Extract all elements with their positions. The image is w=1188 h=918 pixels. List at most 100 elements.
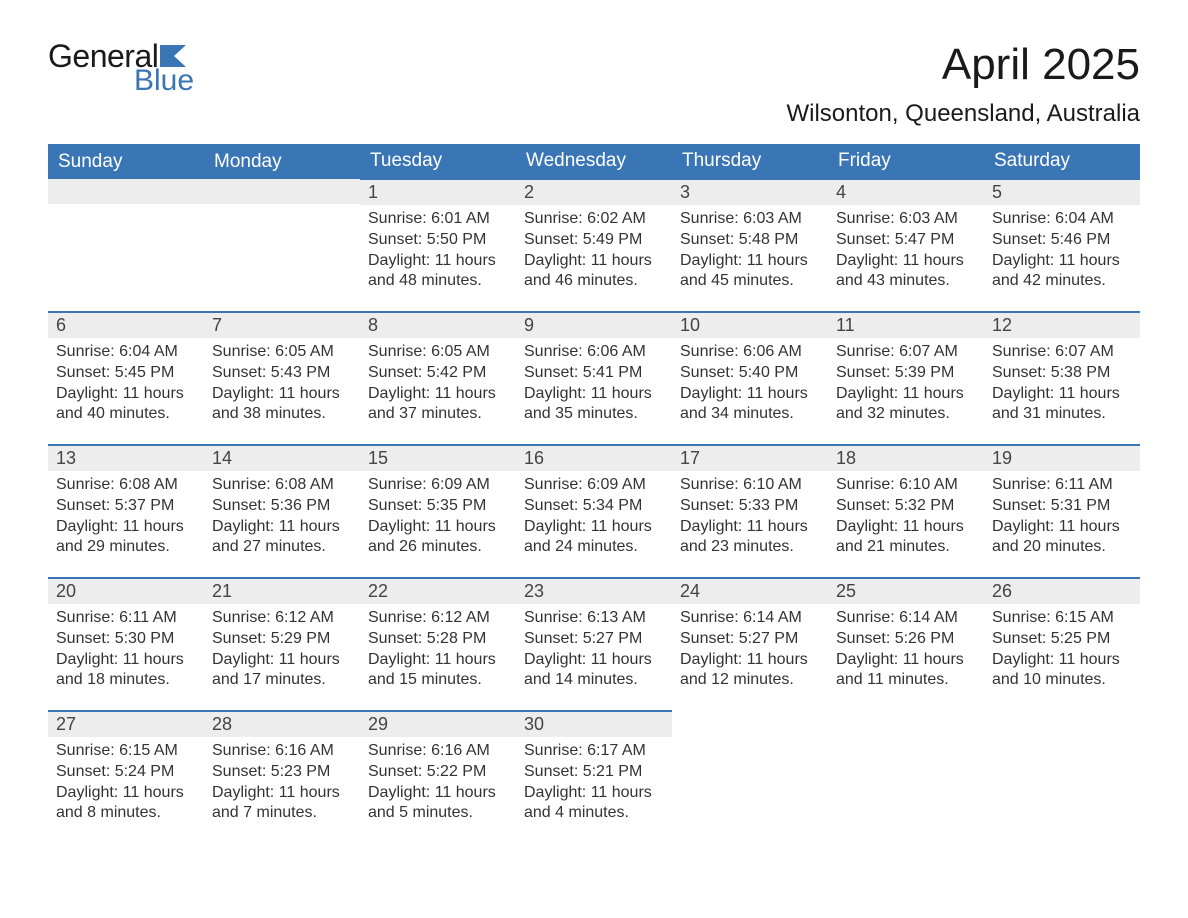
day-number: 9 (516, 313, 672, 338)
weekday-header-row: Sunday Monday Tuesday Wednesday Thursday… (48, 144, 1140, 179)
day-body: Sunrise: 6:14 AMSunset: 5:27 PMDaylight:… (672, 604, 828, 695)
day-daylight1-text: Daylight: 11 hours (524, 384, 664, 405)
day-daylight2-text: and 14 minutes. (524, 670, 664, 691)
day-sunset-text: Sunset: 5:49 PM (524, 230, 664, 251)
day-daylight2-text: and 29 minutes. (56, 537, 196, 558)
calendar-day-cell: 14Sunrise: 6:08 AMSunset: 5:36 PMDayligh… (204, 445, 360, 578)
month-title: April 2025 (786, 40, 1140, 90)
day-daylight2-text: and 43 minutes. (836, 271, 976, 292)
day-number: 30 (516, 712, 672, 737)
day-sunrise-text: Sunrise: 6:08 AM (212, 475, 352, 496)
calendar-day-cell: 29Sunrise: 6:16 AMSunset: 5:22 PMDayligh… (360, 711, 516, 844)
day-daylight1-text: Daylight: 11 hours (368, 783, 508, 804)
day-body: Sunrise: 6:06 AMSunset: 5:41 PMDaylight:… (516, 338, 672, 429)
day-body: Sunrise: 6:16 AMSunset: 5:22 PMDaylight:… (360, 737, 516, 828)
day-sunset-text: Sunset: 5:37 PM (56, 496, 196, 517)
day-sunrise-text: Sunrise: 6:05 AM (212, 342, 352, 363)
day-sunrise-text: Sunrise: 6:14 AM (680, 608, 820, 629)
calendar-day-cell: 26Sunrise: 6:15 AMSunset: 5:25 PMDayligh… (984, 578, 1140, 711)
day-daylight1-text: Daylight: 11 hours (56, 517, 196, 538)
day-daylight1-text: Daylight: 11 hours (680, 650, 820, 671)
day-number: 2 (516, 180, 672, 205)
day-daylight2-text: and 4 minutes. (524, 803, 664, 824)
day-body: Sunrise: 6:04 AMSunset: 5:46 PMDaylight:… (984, 205, 1140, 296)
day-sunrise-text: Sunrise: 6:07 AM (992, 342, 1132, 363)
day-number: 19 (984, 446, 1140, 471)
day-body: Sunrise: 6:08 AMSunset: 5:36 PMDaylight:… (204, 471, 360, 562)
day-daylight2-text: and 48 minutes. (368, 271, 508, 292)
day-sunset-text: Sunset: 5:22 PM (368, 762, 508, 783)
calendar-day-cell: 27Sunrise: 6:15 AMSunset: 5:24 PMDayligh… (48, 711, 204, 844)
calendar-day-cell: 18Sunrise: 6:10 AMSunset: 5:32 PMDayligh… (828, 445, 984, 578)
day-daylight2-text: and 34 minutes. (680, 404, 820, 425)
weekday-header: Friday (828, 144, 984, 179)
day-sunset-text: Sunset: 5:43 PM (212, 363, 352, 384)
day-number: 4 (828, 180, 984, 205)
day-daylight1-text: Daylight: 11 hours (524, 517, 664, 538)
weekday-header: Thursday (672, 144, 828, 179)
day-daylight2-text: and 21 minutes. (836, 537, 976, 558)
day-daylight1-text: Daylight: 11 hours (56, 783, 196, 804)
day-daylight2-text: and 18 minutes. (56, 670, 196, 691)
day-sunset-text: Sunset: 5:31 PM (992, 496, 1132, 517)
day-sunset-text: Sunset: 5:34 PM (524, 496, 664, 517)
day-sunset-text: Sunset: 5:39 PM (836, 363, 976, 384)
day-sunset-text: Sunset: 5:36 PM (212, 496, 352, 517)
day-body: Sunrise: 6:13 AMSunset: 5:27 PMDaylight:… (516, 604, 672, 695)
brand-logo: General Blue (48, 40, 194, 96)
calendar-day-cell: 25Sunrise: 6:14 AMSunset: 5:26 PMDayligh… (828, 578, 984, 711)
calendar-day-cell: 22Sunrise: 6:12 AMSunset: 5:28 PMDayligh… (360, 578, 516, 711)
day-body: Sunrise: 6:07 AMSunset: 5:39 PMDaylight:… (828, 338, 984, 429)
day-sunset-text: Sunset: 5:47 PM (836, 230, 976, 251)
calendar-week-row: 13Sunrise: 6:08 AMSunset: 5:37 PMDayligh… (48, 445, 1140, 578)
calendar-day-cell: 8Sunrise: 6:05 AMSunset: 5:42 PMDaylight… (360, 312, 516, 445)
day-number: 25 (828, 579, 984, 604)
day-number: 20 (48, 579, 204, 604)
weekday-header: Wednesday (516, 144, 672, 179)
day-sunset-text: Sunset: 5:38 PM (992, 363, 1132, 384)
day-number: 26 (984, 579, 1140, 604)
day-daylight1-text: Daylight: 11 hours (836, 517, 976, 538)
day-daylight2-text: and 35 minutes. (524, 404, 664, 425)
calendar-week-row: 1Sunrise: 6:01 AMSunset: 5:50 PMDaylight… (48, 179, 1140, 312)
day-sunset-text: Sunset: 5:42 PM (368, 363, 508, 384)
day-body: Sunrise: 6:04 AMSunset: 5:45 PMDaylight:… (48, 338, 204, 429)
day-daylight1-text: Daylight: 11 hours (992, 517, 1132, 538)
day-daylight2-text: and 17 minutes. (212, 670, 352, 691)
day-sunrise-text: Sunrise: 6:11 AM (992, 475, 1132, 496)
calendar-day-cell: 15Sunrise: 6:09 AMSunset: 5:35 PMDayligh… (360, 445, 516, 578)
day-number: 8 (360, 313, 516, 338)
day-daylight2-text: and 45 minutes. (680, 271, 820, 292)
day-daylight2-text: and 8 minutes. (56, 803, 196, 824)
day-number: 24 (672, 579, 828, 604)
day-body: Sunrise: 6:07 AMSunset: 5:38 PMDaylight:… (984, 338, 1140, 429)
calendar-day-cell: 2Sunrise: 6:02 AMSunset: 5:49 PMDaylight… (516, 179, 672, 312)
title-block: April 2025 Wilsonton, Queensland, Austra… (786, 40, 1140, 128)
day-sunset-text: Sunset: 5:26 PM (836, 629, 976, 650)
day-number: 7 (204, 313, 360, 338)
day-number: 11 (828, 313, 984, 338)
day-daylight2-text: and 38 minutes. (212, 404, 352, 425)
calendar-day-cell: 23Sunrise: 6:13 AMSunset: 5:27 PMDayligh… (516, 578, 672, 711)
day-number-row-empty (204, 179, 360, 204)
day-sunset-text: Sunset: 5:35 PM (368, 496, 508, 517)
day-number: 29 (360, 712, 516, 737)
day-daylight1-text: Daylight: 11 hours (680, 517, 820, 538)
day-number: 6 (48, 313, 204, 338)
day-sunset-text: Sunset: 5:46 PM (992, 230, 1132, 251)
day-sunrise-text: Sunrise: 6:07 AM (836, 342, 976, 363)
day-sunset-text: Sunset: 5:32 PM (836, 496, 976, 517)
day-sunset-text: Sunset: 5:33 PM (680, 496, 820, 517)
calendar-day-cell: 17Sunrise: 6:10 AMSunset: 5:33 PMDayligh… (672, 445, 828, 578)
day-daylight1-text: Daylight: 11 hours (368, 650, 508, 671)
logo-text-blue: Blue (134, 66, 194, 96)
day-daylight2-text: and 11 minutes. (836, 670, 976, 691)
calendar-day-cell: 7 Sunrise: 6:05 AMSunset: 5:43 PMDaylight… (204, 312, 360, 445)
day-body: Sunrise: 6:10 AMSunset: 5:32 PMDaylight:… (828, 471, 984, 562)
day-number: 28 (204, 712, 360, 737)
calendar-week-row: 20Sunrise: 6:11 AMSunset: 5:30 PMDayligh… (48, 578, 1140, 711)
day-body: Sunrise: 6:12 AMSunset: 5:28 PMDaylight:… (360, 604, 516, 695)
day-sunset-text: Sunset: 5:25 PM (992, 629, 1132, 650)
day-daylight1-text: Daylight: 11 hours (212, 384, 352, 405)
weekday-header: Saturday (984, 144, 1140, 179)
